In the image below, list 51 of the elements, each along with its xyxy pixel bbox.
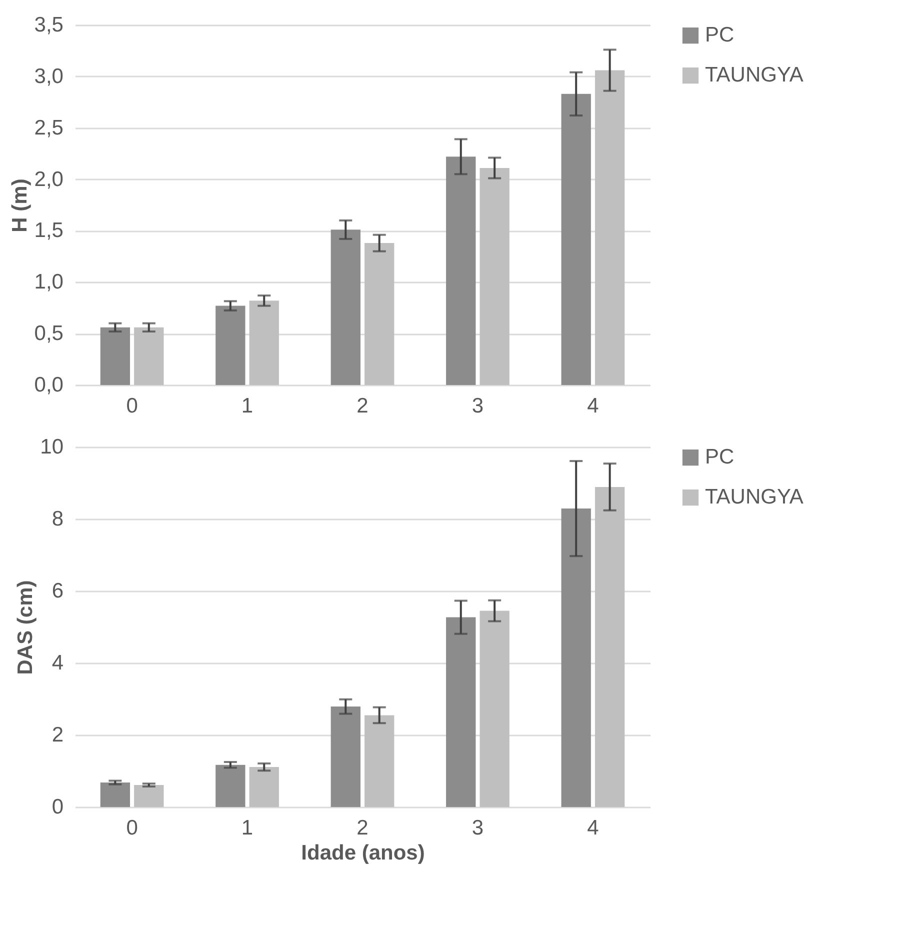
- y-tick-label: 1,5: [34, 219, 64, 242]
- bar: [446, 617, 476, 807]
- bar: [364, 715, 394, 807]
- bar: [330, 230, 360, 385]
- bar: [249, 767, 279, 807]
- x-tick-label: 3: [472, 394, 484, 418]
- y-tick-label: 4: [52, 652, 64, 674]
- bar: [330, 706, 360, 807]
- y-tick-label: 0: [52, 796, 64, 818]
- y-tick-label: 2,0: [34, 168, 64, 191]
- x-tick-label: 2: [356, 394, 368, 418]
- bar: [594, 70, 625, 385]
- y-tick-label: 6: [52, 580, 64, 602]
- bar: [134, 785, 164, 807]
- bar: [561, 94, 591, 385]
- bar: [216, 306, 246, 385]
- y-tick-label: 3,5: [34, 14, 64, 36]
- legend-label: TAUNGYA: [705, 486, 804, 508]
- y-tick-label: 2: [52, 724, 64, 746]
- legend-label: PC: [705, 24, 734, 46]
- y-tick-label: 0,5: [34, 322, 64, 346]
- x-tick-label: 4: [587, 816, 600, 840]
- x-tick-label: 4: [587, 394, 600, 418]
- y-tick-label: 8: [52, 508, 64, 530]
- bar: [594, 486, 625, 807]
- bar: [364, 243, 394, 385]
- bar: [561, 508, 591, 807]
- x-tick-label: 0: [126, 816, 138, 840]
- y-tick-label: 3,0: [34, 64, 64, 88]
- y-tick-label: 10: [40, 436, 64, 458]
- x-tick-label: 1: [241, 394, 254, 418]
- bar: [100, 782, 130, 807]
- bar: [480, 168, 510, 385]
- x-tick-label: 1: [241, 816, 254, 840]
- bar: [446, 156, 476, 385]
- bar: [100, 327, 130, 385]
- y-axis-title: H (m): [8, 178, 32, 232]
- legend-label: TAUNGYA: [705, 64, 804, 86]
- y-tick-label: 2,5: [34, 116, 64, 140]
- x-tick-label: 3: [472, 816, 484, 840]
- bar: [134, 327, 164, 385]
- legend-label: PC: [705, 446, 734, 468]
- bar: [216, 764, 246, 807]
- bar: [249, 300, 279, 385]
- y-axis-title: DAS (cm): [14, 580, 38, 675]
- y-tick-label: 1,0: [34, 270, 64, 294]
- bar: [480, 610, 510, 807]
- x-tick-label: 2: [356, 816, 368, 840]
- y-tick-label: 0,0: [34, 374, 64, 396]
- x-axis-title: Idade (anos): [301, 842, 425, 864]
- x-tick-label: 0: [126, 394, 138, 418]
